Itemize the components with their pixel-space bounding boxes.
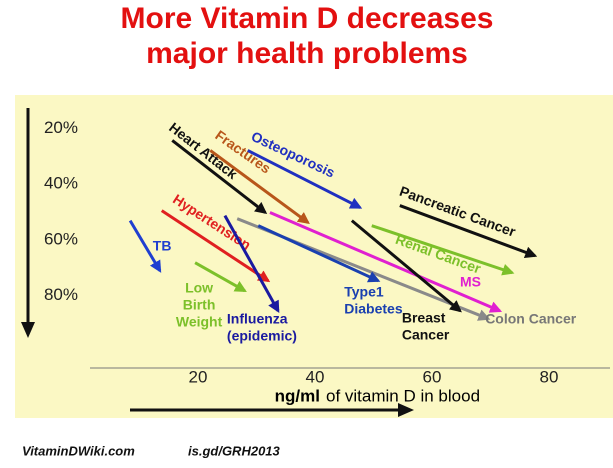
y-tick-label: 60% — [44, 229, 78, 248]
arrow — [257, 224, 381, 283]
x-axis-unit: ng/ml — [275, 386, 320, 405]
x-tick-label: 40 — [306, 367, 325, 386]
arrow-label: Low Birth Weight — [176, 279, 223, 329]
arrow — [269, 211, 503, 313]
arrow — [223, 214, 280, 313]
chart-title: More Vitamin D decreases — [121, 2, 494, 35]
arrow — [171, 139, 268, 215]
y-tick-label: 20% — [44, 118, 78, 137]
x-tick-label: 20 — [189, 367, 208, 386]
arrow-label: MS — [460, 273, 481, 289]
arrow-label: Type1 Diabetes — [344, 283, 403, 316]
arrow — [350, 219, 462, 313]
footer-source: VitaminDWiki.com — [22, 443, 135, 458]
arrow — [194, 261, 247, 293]
arrow — [160, 209, 271, 283]
arrow-label: TB — [153, 237, 172, 253]
arrow — [399, 204, 538, 259]
chart-title: major health problems — [146, 37, 468, 70]
arrow-label: Colon Cancer — [485, 310, 577, 326]
x-tick-label: 80 — [540, 367, 559, 386]
footer-link: is.gd/GRH2013 — [188, 443, 281, 458]
x-direction-arrowhead — [398, 403, 414, 417]
arrow-label: Influenza (epidemic) — [227, 310, 297, 343]
plot-background — [15, 95, 613, 418]
y-direction-arrowhead — [21, 322, 35, 338]
arrow — [128, 219, 162, 273]
arrow — [209, 149, 310, 225]
arrow-label: Breast Cancer — [402, 309, 450, 342]
arrow — [247, 149, 363, 209]
y-tick-label: 80% — [44, 285, 78, 304]
x-tick-label: 60 — [423, 367, 442, 386]
arrow — [371, 224, 515, 276]
y-tick-label: 40% — [44, 174, 78, 193]
x-axis-label: of vitamin D in blood — [326, 386, 480, 405]
